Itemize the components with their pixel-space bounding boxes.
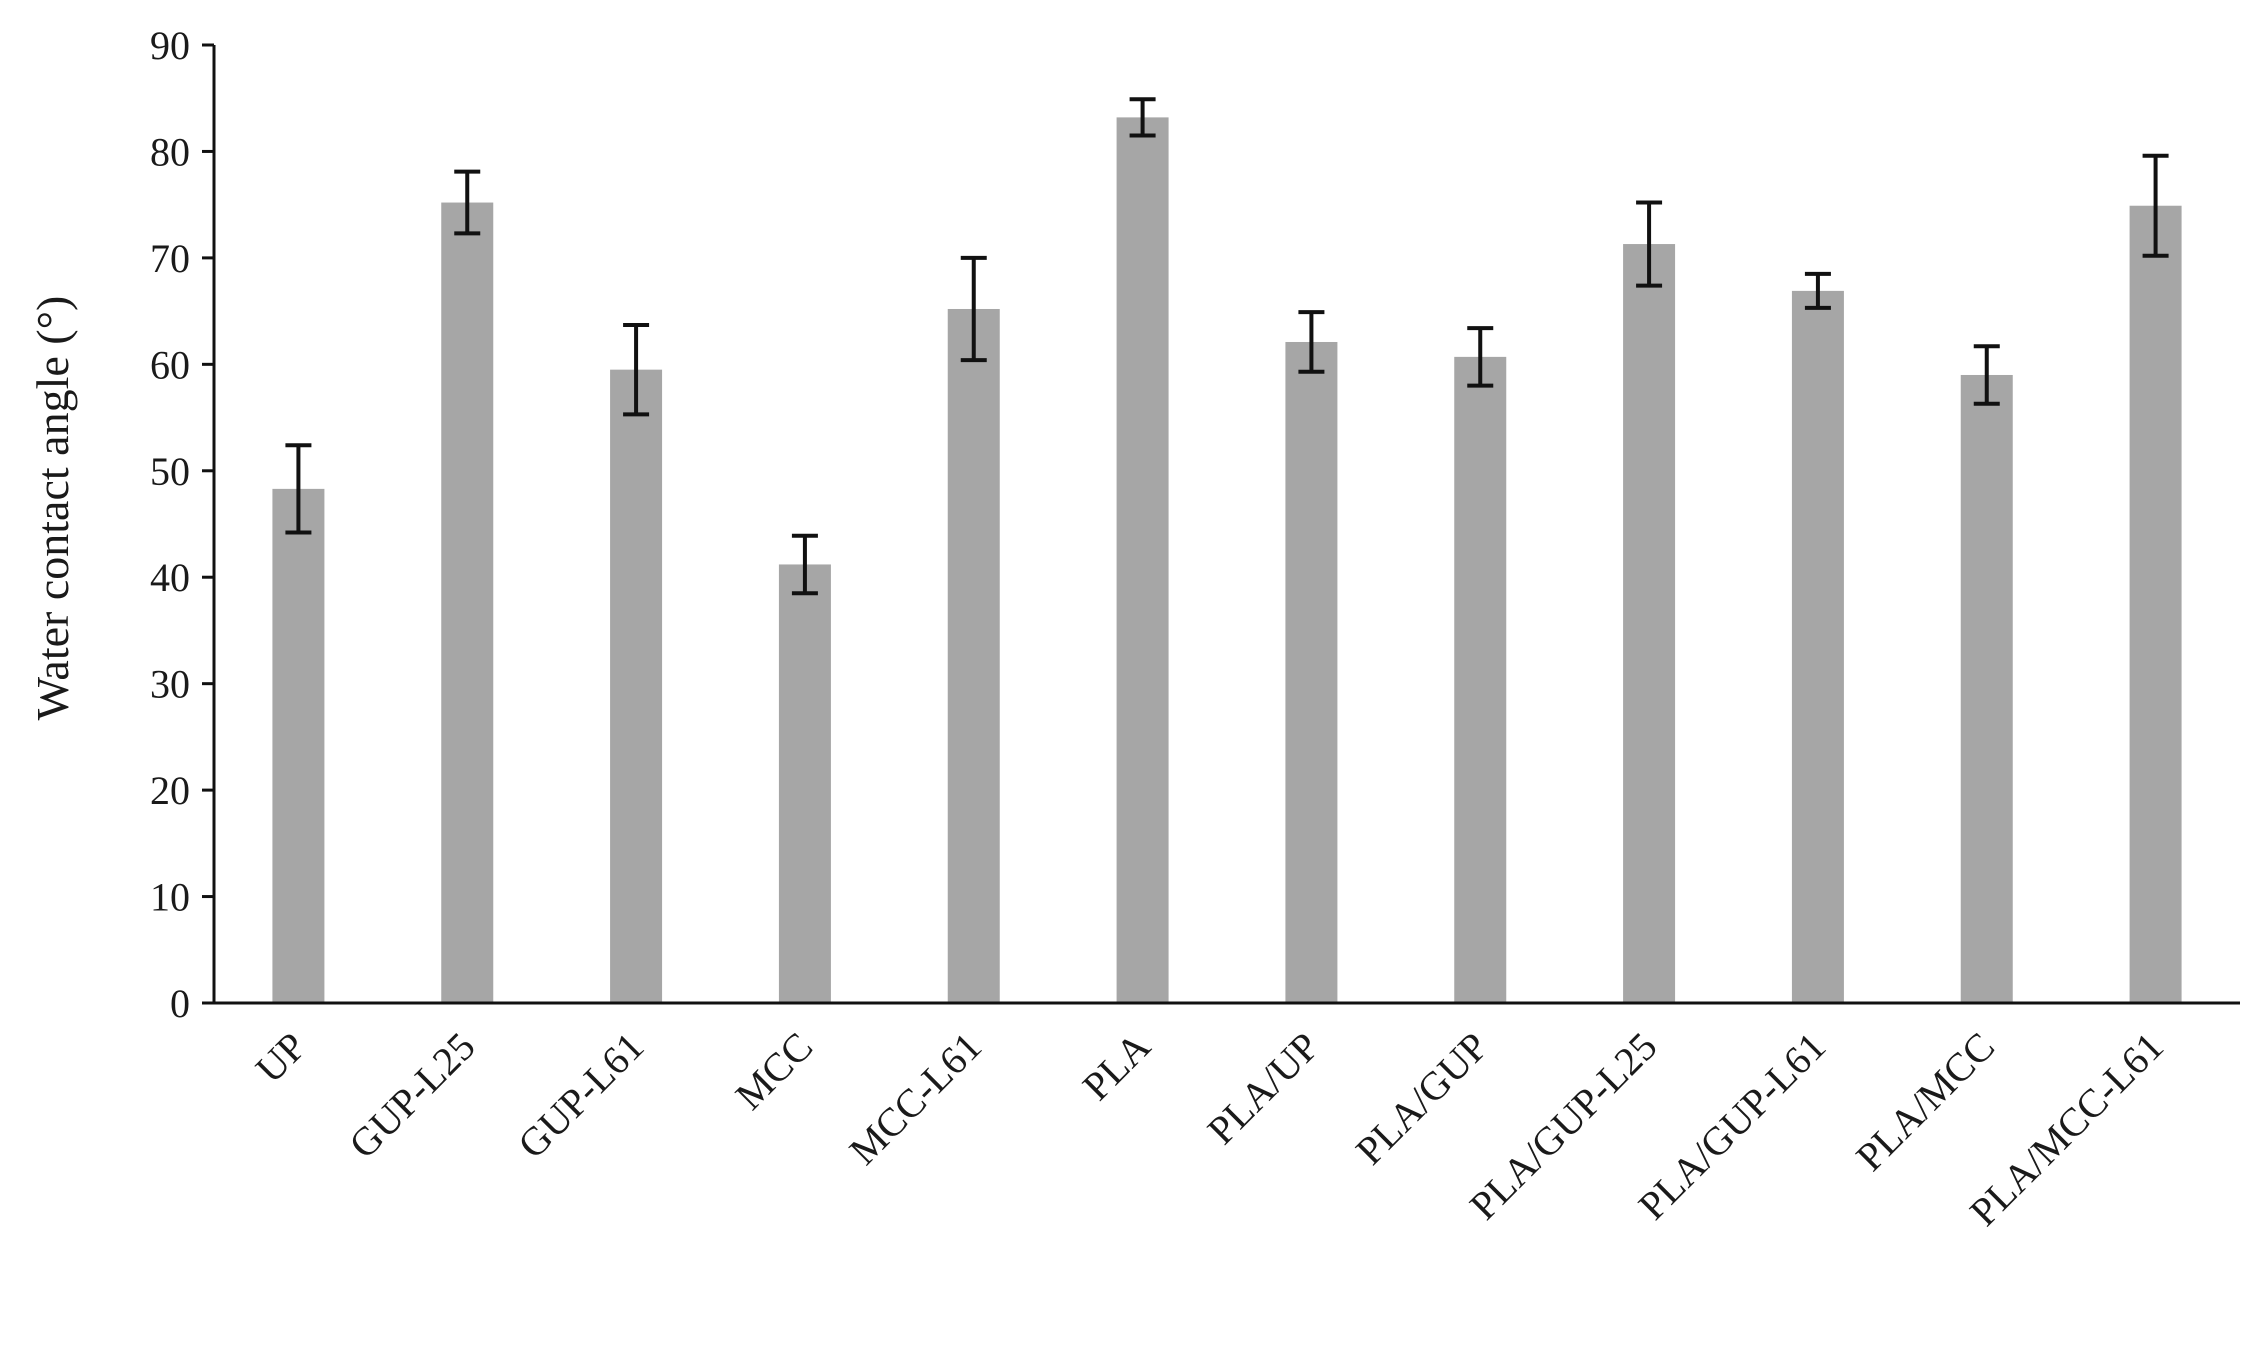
- y-tick-label: 40: [150, 555, 190, 600]
- error-bar: [1973, 344, 2000, 406]
- x-tick-label: MCC-L61: [840, 1024, 990, 1174]
- error-bar: [1467, 326, 1494, 388]
- x-tick-label: MCC: [727, 1024, 822, 1119]
- bar: [1454, 356, 1507, 1004]
- error-bar: [1129, 97, 1156, 138]
- x-tick-label: PLA/UP: [1199, 1024, 1328, 1153]
- y-tick-label: 70: [150, 236, 190, 281]
- error-bar: [454, 169, 481, 236]
- y-axis-title: Water contact angle (°): [27, 296, 78, 721]
- x-tick-label: PLA/GUP: [1347, 1024, 1497, 1174]
- x-tick-label: PLA: [1074, 1023, 1159, 1108]
- error-bar: [2142, 153, 2169, 258]
- bar: [272, 488, 325, 1004]
- y-tick-label: 10: [150, 875, 190, 920]
- bar: [1116, 117, 1169, 1004]
- y-tick-label: 30: [150, 662, 190, 707]
- x-tick-label: PLA/MCC: [1847, 1024, 2003, 1180]
- y-tick-label: 90: [150, 23, 190, 68]
- bar: [2129, 205, 2182, 1004]
- bar: [441, 202, 494, 1003]
- error-bar: [791, 533, 818, 596]
- error-bar: [1298, 310, 1325, 374]
- y-tick-label: 80: [150, 129, 190, 174]
- bars: [272, 117, 2182, 1004]
- y-axis-ticks: 0 10 20 30 40 50 60 70 80 90: [150, 23, 214, 1026]
- bar: [778, 564, 831, 1003]
- error-bar: [960, 255, 987, 363]
- bar: [1623, 244, 1676, 1003]
- bar: [1791, 290, 1844, 1003]
- bar: [1960, 374, 2013, 1003]
- error-bars: [285, 97, 2169, 596]
- x-tick-label: GUP-L61: [509, 1024, 652, 1167]
- y-tick-label: 60: [150, 342, 190, 387]
- y-tick-label: 20: [150, 768, 190, 813]
- x-axis-labels: UP GUP-L25 GUP-L61 MCC MCC-L61 PLA PLA/UP PLA/G…: [247, 1023, 2172, 1234]
- error-bar: [1804, 271, 1831, 310]
- error-bar: [285, 443, 312, 535]
- y-tick-label: 50: [150, 449, 190, 494]
- bar: [947, 308, 1000, 1004]
- y-tick-label: 0: [170, 981, 190, 1026]
- error-bar: [623, 322, 650, 417]
- axes: [212, 45, 2240, 1005]
- bar: [1285, 341, 1338, 1004]
- bar: [610, 369, 663, 1004]
- x-tick-label: GUP-L25: [340, 1024, 483, 1167]
- x-tick-label: UP: [247, 1024, 315, 1092]
- error-bar: [1636, 200, 1663, 288]
